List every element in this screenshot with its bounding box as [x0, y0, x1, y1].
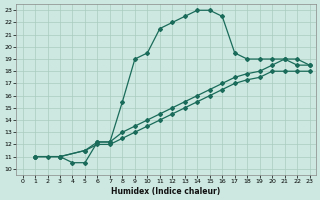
X-axis label: Humidex (Indice chaleur): Humidex (Indice chaleur): [111, 187, 221, 196]
